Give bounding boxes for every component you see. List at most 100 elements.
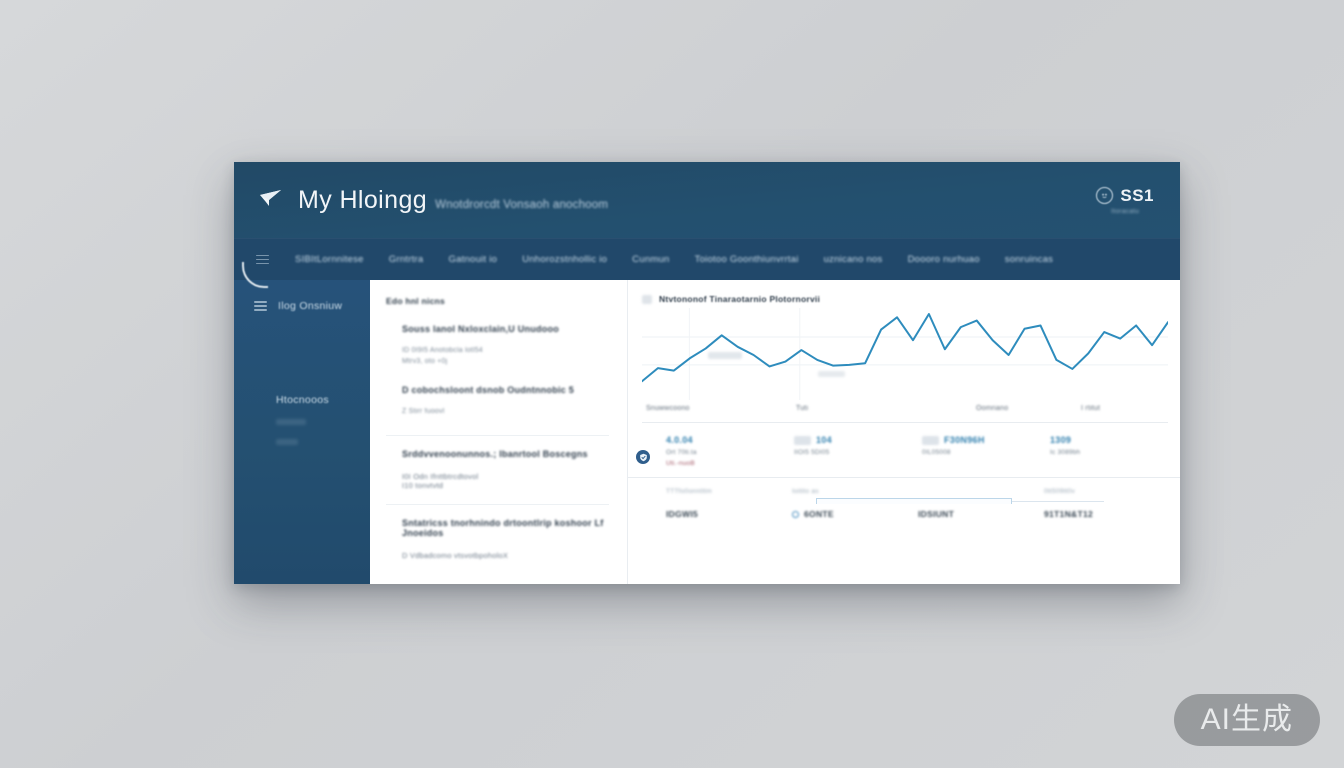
chart-placeholder-block <box>708 352 742 359</box>
table-cell: 6ONTE <box>792 509 918 519</box>
nav-item-5[interactable]: Toiotoo Goonthiunvrrtai <box>694 254 799 265</box>
metric-value: 1309 <box>1050 435 1072 445</box>
detail-line: I10 tonvtvtd <box>402 480 444 490</box>
metric-item: 1309 Ic 3089bh <box>1042 435 1170 456</box>
sidebar-placeholder-line <box>276 439 298 445</box>
detail-line: ID 0I9I5 Anotobcla lotl54 <box>402 347 483 354</box>
sidebar-placeholder-line <box>276 419 306 425</box>
metric-label: Ort 70ti.ta <box>666 449 697 456</box>
nav-item-7[interactable]: Doooro nurhuao <box>907 254 980 265</box>
metric-item: 4.0.04 Ort 70ti.ta Uti.-nuoB <box>628 435 786 467</box>
metric-icon-placeholder <box>922 435 939 445</box>
sidebar-item-primary[interactable]: Ilog Onsniuw <box>234 294 370 318</box>
nav-item-6[interactable]: uznicano nos <box>823 254 883 265</box>
nav-item-8[interactable]: sonruincas <box>1004 254 1054 265</box>
divider <box>386 503 609 505</box>
brand-text: My Hloingg Wnotdrorcdt Vonsaoh anochoom <box>298 186 608 215</box>
metric-value: 104 <box>816 435 832 445</box>
chart-marker-icon <box>642 294 652 304</box>
detail-heading: Souss lanol Nxloxclain,U Unudooo <box>402 324 560 334</box>
user-row[interactable]: SS1 <box>1096 186 1154 206</box>
chart-x-axis: Snuwwcoono Tuti Oomriano I rtitut <box>642 405 1168 412</box>
chart-title-row: Ntvtononof Tinaraotarnio Plotornorvii <box>642 294 1168 304</box>
app-header: My Hloingg Wnotdrorcdt Vonsaoh anochoom … <box>234 162 1180 238</box>
line-chart <box>642 308 1168 400</box>
nav-item-3[interactable]: Unhorozstnhollic io <box>522 254 608 265</box>
watermark-text: AI生成 <box>1200 703 1293 736</box>
table-cell-text: 6ONTE <box>804 509 834 519</box>
table-column-header: 0tt509tt0v <box>1044 488 1076 495</box>
metric-value: 4.0.04 <box>666 435 693 445</box>
progress-fill <box>816 498 1012 504</box>
detail-line: Mtrv3, oto +0j <box>402 357 448 365</box>
detail-heading: Sntatricss tnorhnindo drtoontlrip koshoo… <box>402 517 604 538</box>
x-tick-label: Oomriano <box>976 405 1009 412</box>
panel-title: Edo hnl nicns <box>386 296 445 306</box>
detail-block: D cobochsloont dsnob Oudntnnobic 5 Z Sti… <box>386 385 609 418</box>
nav-item-2[interactable]: Gatnouit io <box>448 254 498 265</box>
sidebar-section-title: Htocnooos <box>276 394 329 406</box>
table-cell-text: IDSIUNT <box>918 509 955 519</box>
app-window: My Hloingg Wnotdrorcdt Vonsaoh anochoom … <box>234 162 1180 584</box>
table-column-header: Ioitito as <box>792 488 819 495</box>
detail-heading: Srddvvenoonunnos.; Ibanrtool Boscegns <box>402 448 588 459</box>
hamburger-icon <box>254 301 267 311</box>
nav-item-1[interactable]: Grntrtra <box>388 254 424 265</box>
metrics-row: 4.0.04 Ort 70ti.ta Uti.-nuoB 104 IIOI5 5… <box>628 423 1180 477</box>
detail-line: I0I Odn Ifnttbtrcdtovol <box>402 471 479 481</box>
user-name: SS1 <box>1120 185 1154 205</box>
metric-label: IIOI5 5DI05 <box>794 449 830 456</box>
table-cell-text: 91T1N&T12 <box>1044 509 1093 519</box>
user-circle-icon <box>1096 187 1114 204</box>
sidebar-section: Htocnooos <box>234 394 370 445</box>
content-area: Edo hnl nicns Souss lanol Nxloxclain,U U… <box>370 280 1180 584</box>
metric-value-row: 1309 <box>1050 435 1170 445</box>
paper-plane-icon <box>256 185 286 215</box>
nav-item-4[interactable]: Cunmun <box>632 254 670 265</box>
table-row[interactable]: IDGWI5 6ONTE IDSIUNT 91T1N&T12 <box>666 509 1170 519</box>
chart-card: Ntvtononof Tinaraotarnio Plotornorvii Sn… <box>628 294 1180 423</box>
metric-label: 0IL05008 <box>922 449 951 456</box>
metric-value: F30N96H <box>944 435 985 445</box>
table-cell: IDSIUNT <box>918 509 1044 519</box>
table-cell: 91T1N&T12 <box>1044 509 1170 519</box>
brand: My Hloingg Wnotdrorcdt Vonsaoh anochoom <box>256 185 608 215</box>
app-nav: SIBItLornnitese Grntrtra Gatnouit io Unh… <box>234 238 1180 280</box>
detail-heading: D cobochsloont dsnob Oudntnnobic 5 <box>402 384 574 395</box>
divider <box>642 422 1168 423</box>
app-subtitle: Wnotdrorcdt Vonsaoh anochoom <box>435 198 609 211</box>
header-user-area[interactable]: SS1 Itoracatu <box>1096 186 1154 215</box>
left-detail-column: Edo hnl nicns Souss lanol Nxloxclain,U U… <box>370 280 628 584</box>
chart-title: Ntvtononof Tinaraotarnio Plotornorvii <box>659 294 821 304</box>
metric-icon-placeholder <box>794 435 811 445</box>
app-title: My Hloingg <box>298 185 428 214</box>
divider <box>386 434 609 436</box>
nav-item-0[interactable]: SIBItLornnitese <box>295 254 364 265</box>
table-cell: IDGWI5 <box>666 509 792 519</box>
right-data-column: Ntvtononof Tinaraotarnio Plotornorvii Sn… <box>628 280 1180 584</box>
chart-plot <box>642 308 1168 400</box>
user-role: Itoracatu <box>1111 207 1140 215</box>
progress-bar[interactable] <box>666 498 1170 505</box>
sidebar-item-label: Ilog Onsniuw <box>278 300 343 312</box>
detail-line: Z Stirr fuoovl <box>402 407 445 415</box>
chart-placeholder-block <box>818 371 845 377</box>
table-column-header: TTTfo0onntttm <box>666 488 712 495</box>
sidebar: Ilog Onsniuw Htocnooos <box>234 262 370 584</box>
metric-label: Ic 3089bh <box>1050 449 1081 456</box>
detail-line: D Vdbadcomo vtsvotbpoholoX <box>402 550 509 560</box>
metric-label-alt: Uti.-nuoB <box>666 460 695 467</box>
table-cell-text: IDGWI5 <box>666 509 699 519</box>
app-body: Ilog Onsniuw Htocnooos Edo hnl nicns Sou… <box>234 262 1180 584</box>
metric-value-row: 104 <box>794 435 914 445</box>
ai-generated-watermark: AI生成 <box>1173 694 1320 746</box>
x-tick-label: Tuti <box>796 405 809 412</box>
status-dot-icon <box>792 510 799 518</box>
shield-check-icon <box>636 450 650 464</box>
swirl-decoration-icon <box>242 262 268 288</box>
summary-table: TTTfo0onntttm Ioitito as 0tt509tt0v IDGW… <box>628 477 1180 519</box>
metric-value-row: F30N96H <box>922 435 1042 445</box>
metric-item: F30N96H 0IL05008 <box>914 435 1042 456</box>
x-tick-label: Snuwwcoono <box>646 405 690 412</box>
x-tick-label: I rtitut <box>1081 405 1101 412</box>
